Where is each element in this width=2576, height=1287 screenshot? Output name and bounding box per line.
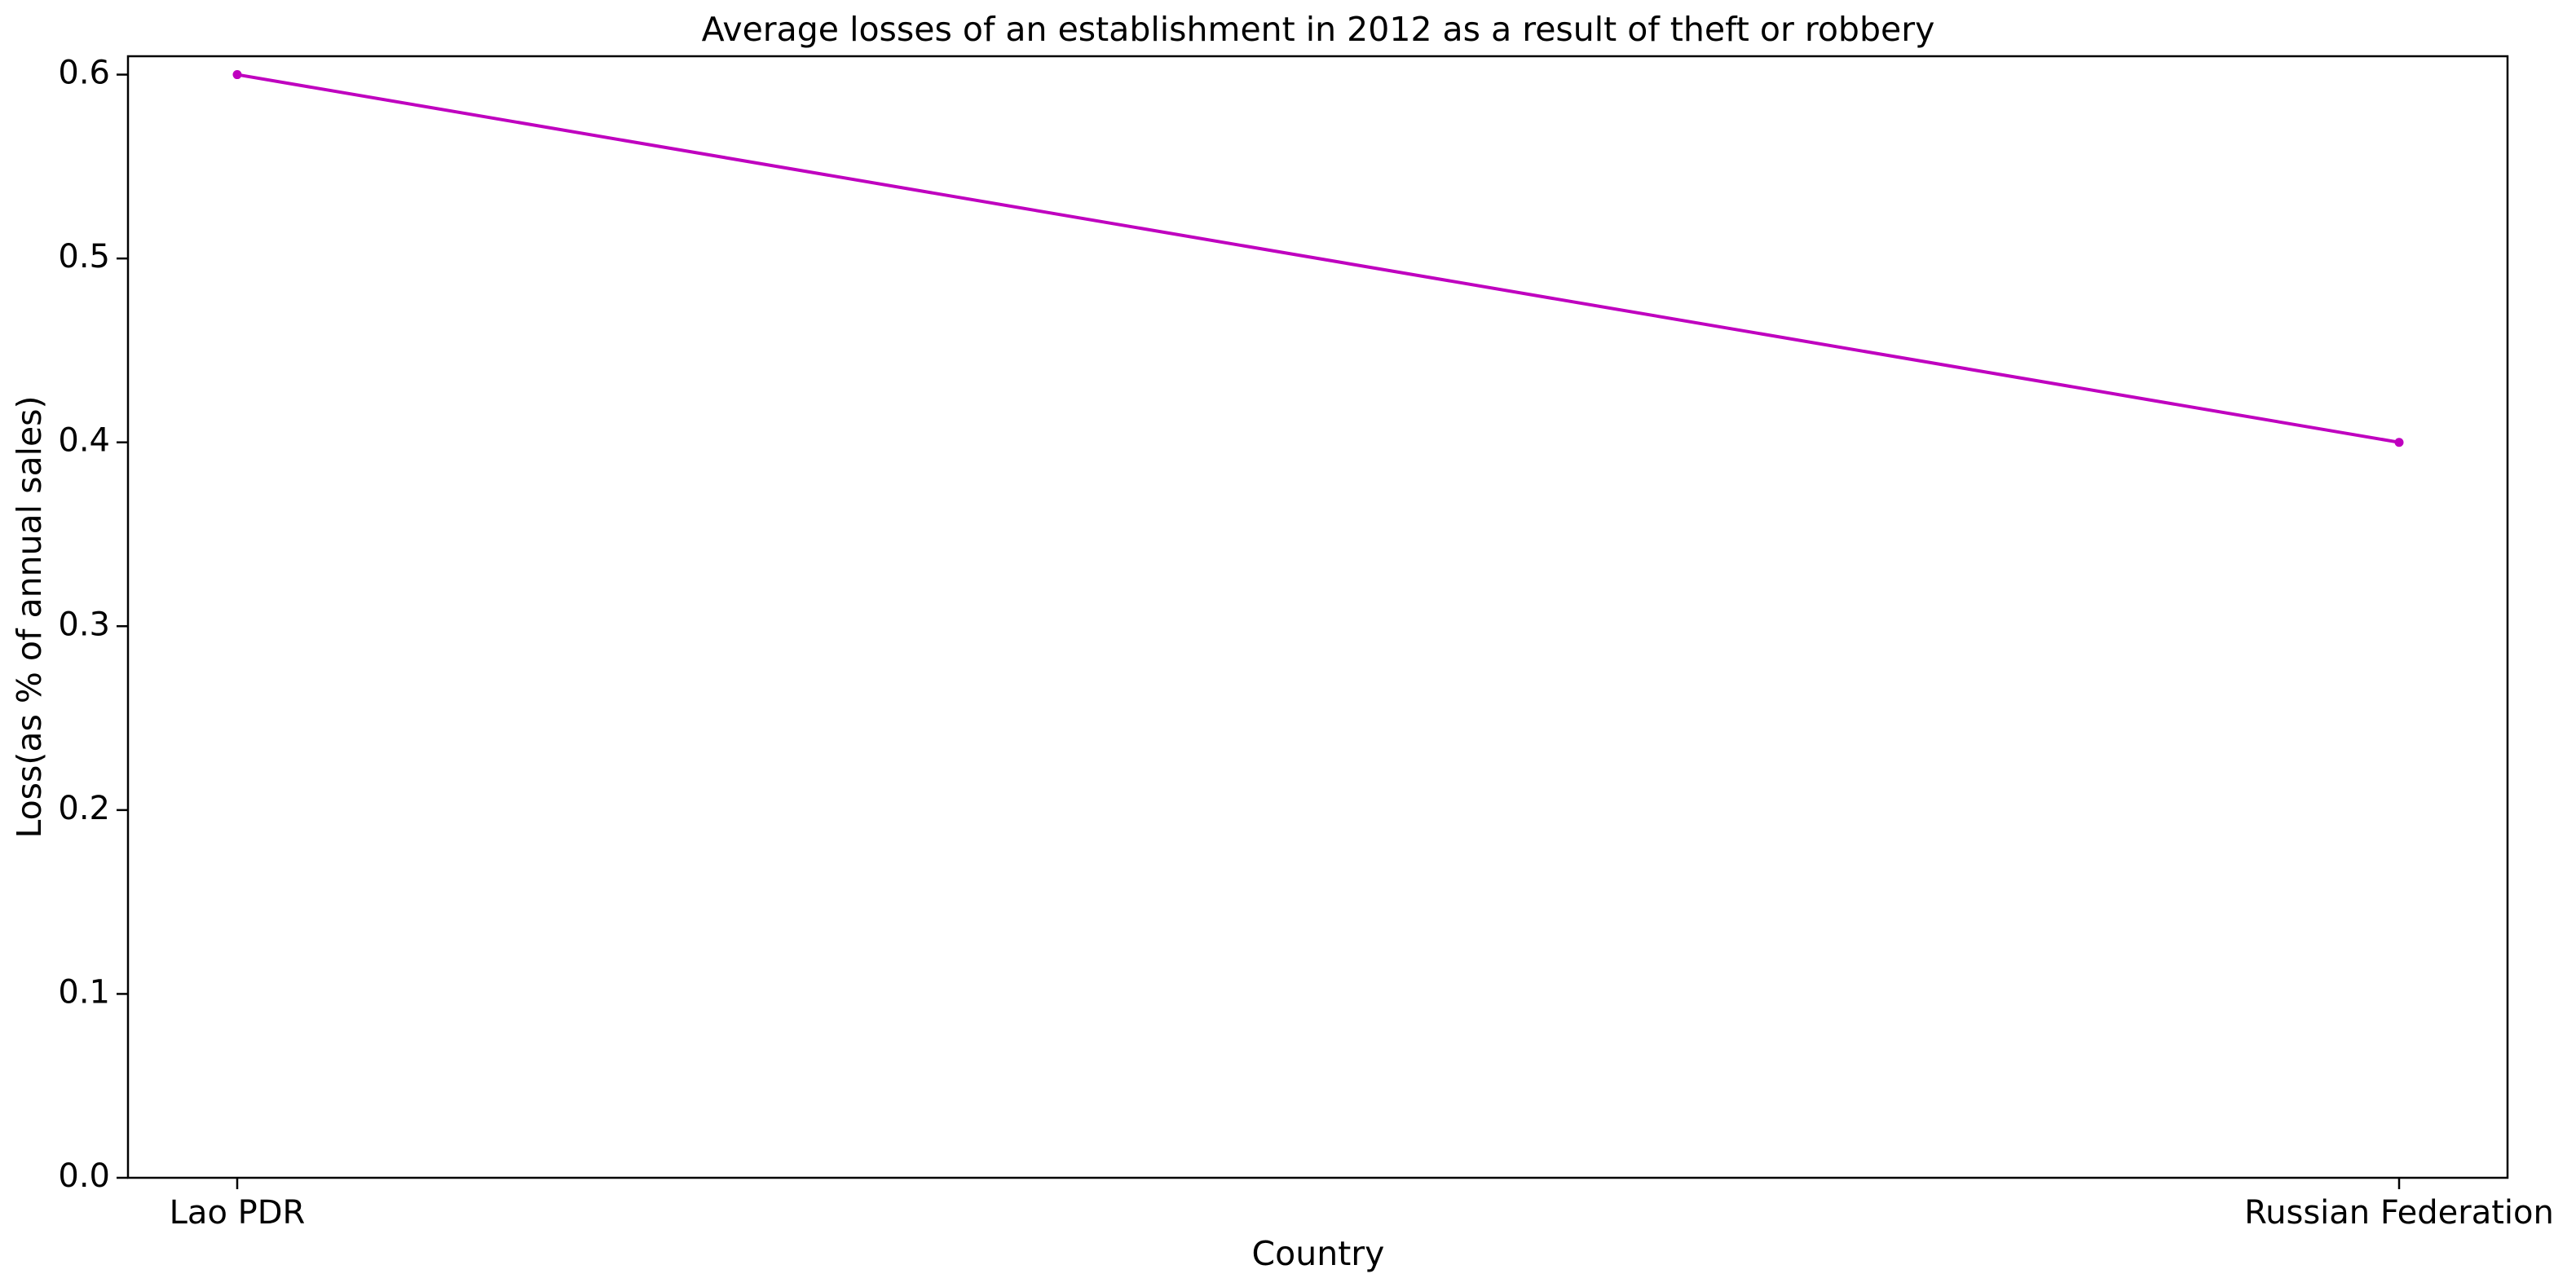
y-tick-label: 0.0 [58, 1157, 110, 1195]
y-tick-label: 0.2 [58, 790, 110, 827]
y-tick-label: 0.4 [58, 422, 110, 460]
y-axis-label: Loss(as % of annual sales) [10, 395, 49, 838]
x-tick-label: Lao PDR [170, 1194, 306, 1232]
y-tick-label: 0.5 [58, 238, 110, 275]
plot-area: 0.0 0.1 0.2 0.3 0.4 0.5 0.6 Lao PDR Russian Fed… [58, 55, 2553, 1232]
data-point [2394, 438, 2404, 447]
series-line [236, 73, 2401, 444]
chart-title: Average losses of an establishment in 20… [702, 10, 1935, 49]
y-tick-label: 0.3 [58, 606, 110, 643]
x-axis-label: Country [1252, 1234, 1385, 1273]
plot-frame [126, 55, 2509, 1179]
y-tick-label: 0.6 [58, 55, 110, 92]
x-axis-ticks: Lao PDR Russian Federation [170, 1178, 2554, 1232]
x-tick-label: Russian Federation [2244, 1194, 2554, 1232]
series-layer [232, 70, 2404, 447]
data-point [232, 70, 242, 80]
y-tick-label: 0.1 [58, 973, 110, 1011]
y-axis-ticks: 0.0 0.1 0.2 0.3 0.4 0.5 0.6 [58, 55, 128, 1195]
